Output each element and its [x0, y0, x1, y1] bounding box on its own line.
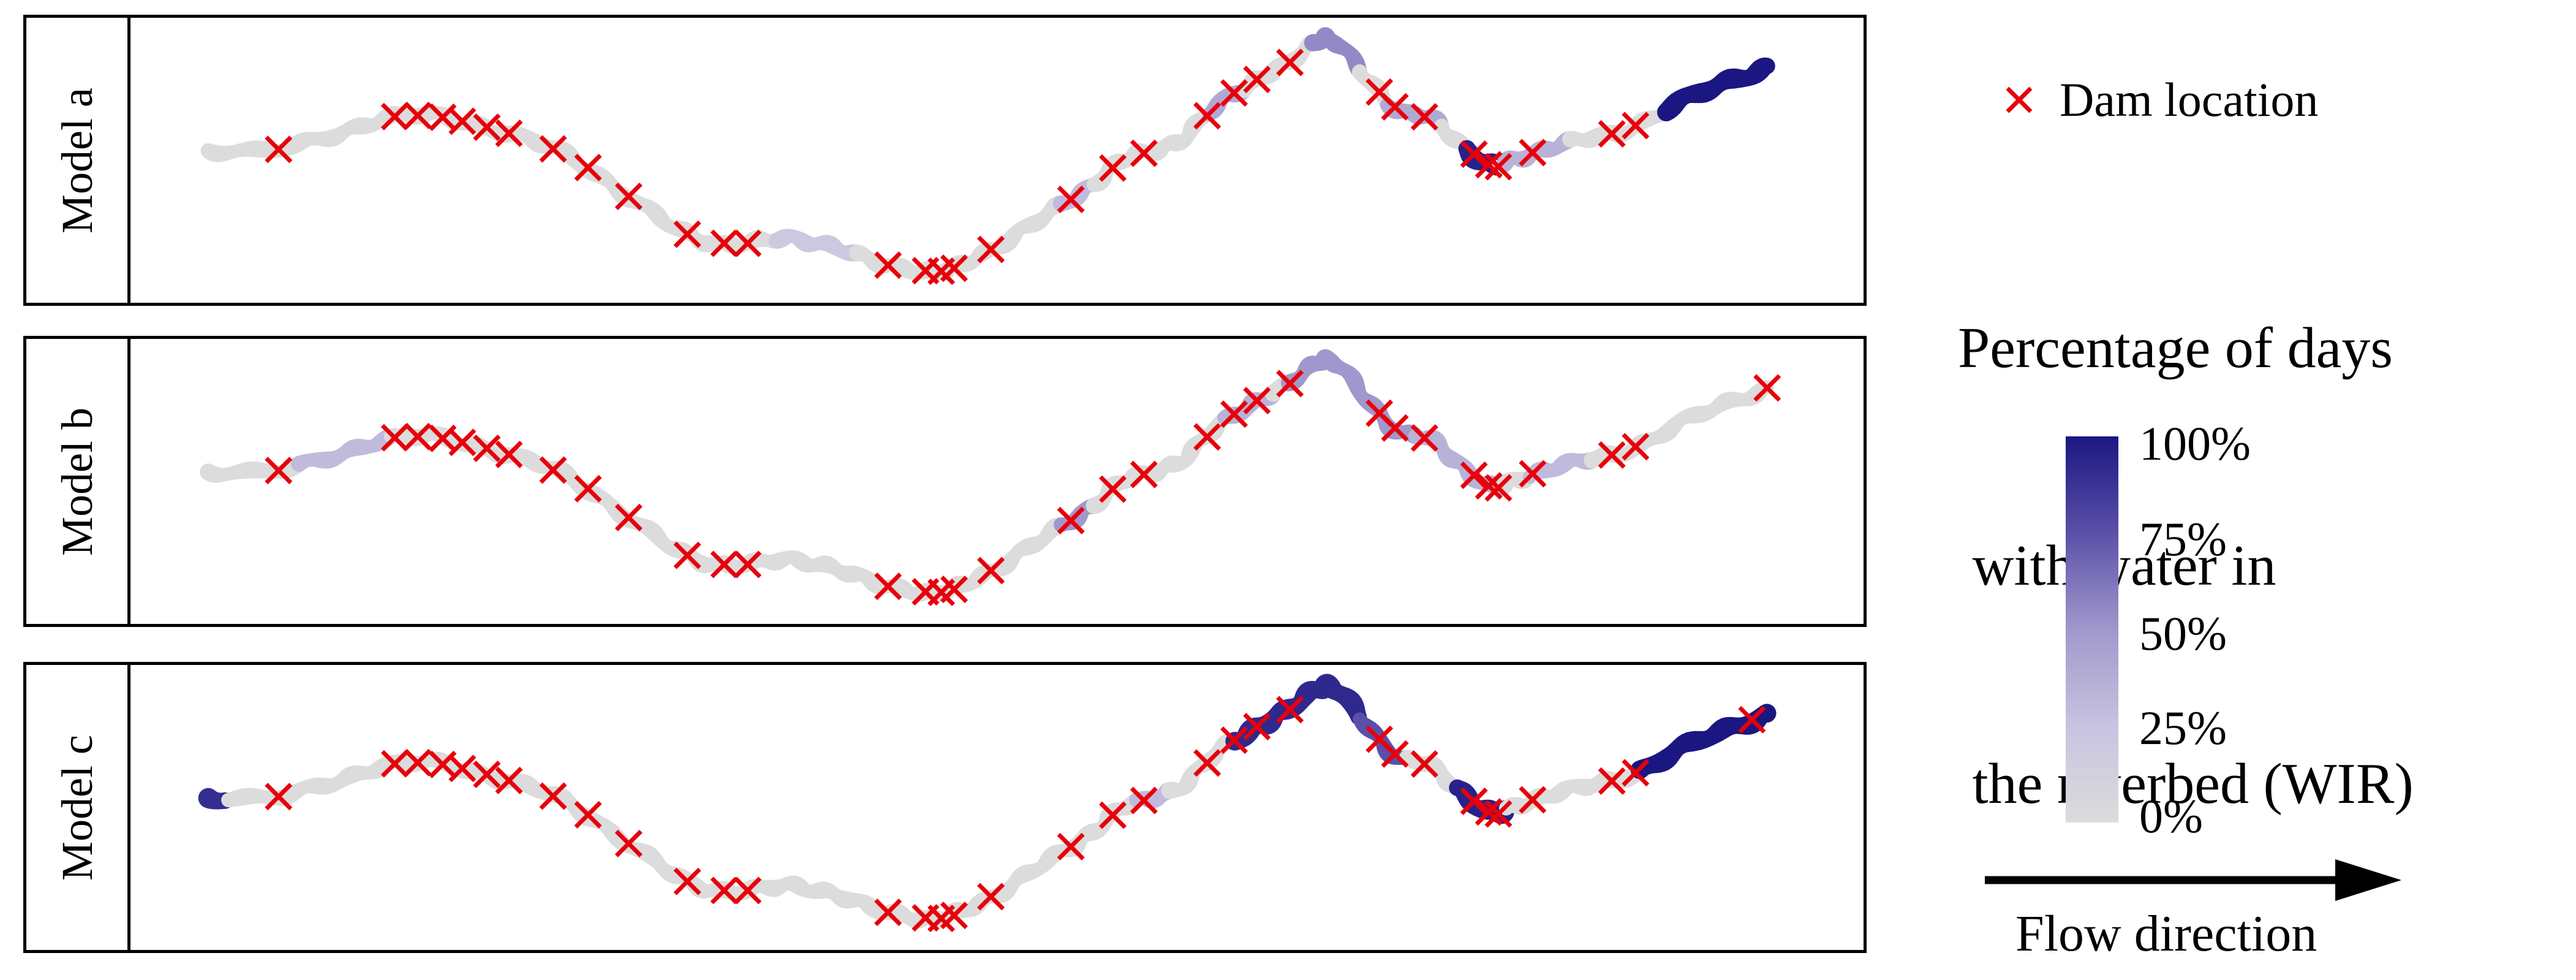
panel-label-strip: Model a [26, 18, 130, 303]
colorbar-wrap: 100% 75% 50% 25% 0% [2066, 420, 2372, 840]
dam-x-icon [2006, 86, 2033, 113]
colorbar-title-line: Percentage of days [1958, 316, 2393, 380]
flow-direction-label: Flow direction [2015, 905, 2317, 962]
river-dots [200, 27, 1775, 281]
colorbar-title: Percentage of days with water in the riv… [1958, 167, 2414, 965]
panel-label: Model c [52, 734, 102, 881]
colorbar-tick-75: 75% [2139, 512, 2227, 566]
colorbar-tick-0: 0% [2139, 789, 2203, 843]
colorbar-tick-100: 100% [2139, 417, 2251, 470]
colorbar [2066, 436, 2118, 822]
panel-label-strip: Model c [26, 665, 130, 950]
panel-model-c: Model c [23, 662, 1867, 953]
river-plot-model-a [200, 27, 1775, 286]
panel-label: Model b [52, 407, 102, 556]
panel-label: Model a [52, 87, 102, 234]
river-plot-model-b [200, 349, 1781, 607]
dam-location-legend: Dam location [2002, 72, 2318, 127]
flow-direction-arrow-icon [1985, 859, 2401, 901]
river-plot-model-c [198, 674, 1777, 933]
panel-model-a: Model a [23, 15, 1867, 306]
colorbar-tick-25: 25% [2139, 701, 2227, 754]
panel-model-b: Model b [23, 336, 1867, 627]
dam-location-label: Dam location [2060, 73, 2319, 126]
dam-markers [265, 370, 1781, 607]
dam-markers [265, 48, 1650, 286]
panel-label-strip: Model b [26, 339, 130, 624]
colorbar-title-line: with water in [1972, 534, 2276, 598]
colorbar-tick-50: 50% [2139, 607, 2227, 660]
dam-markers [265, 696, 1766, 933]
